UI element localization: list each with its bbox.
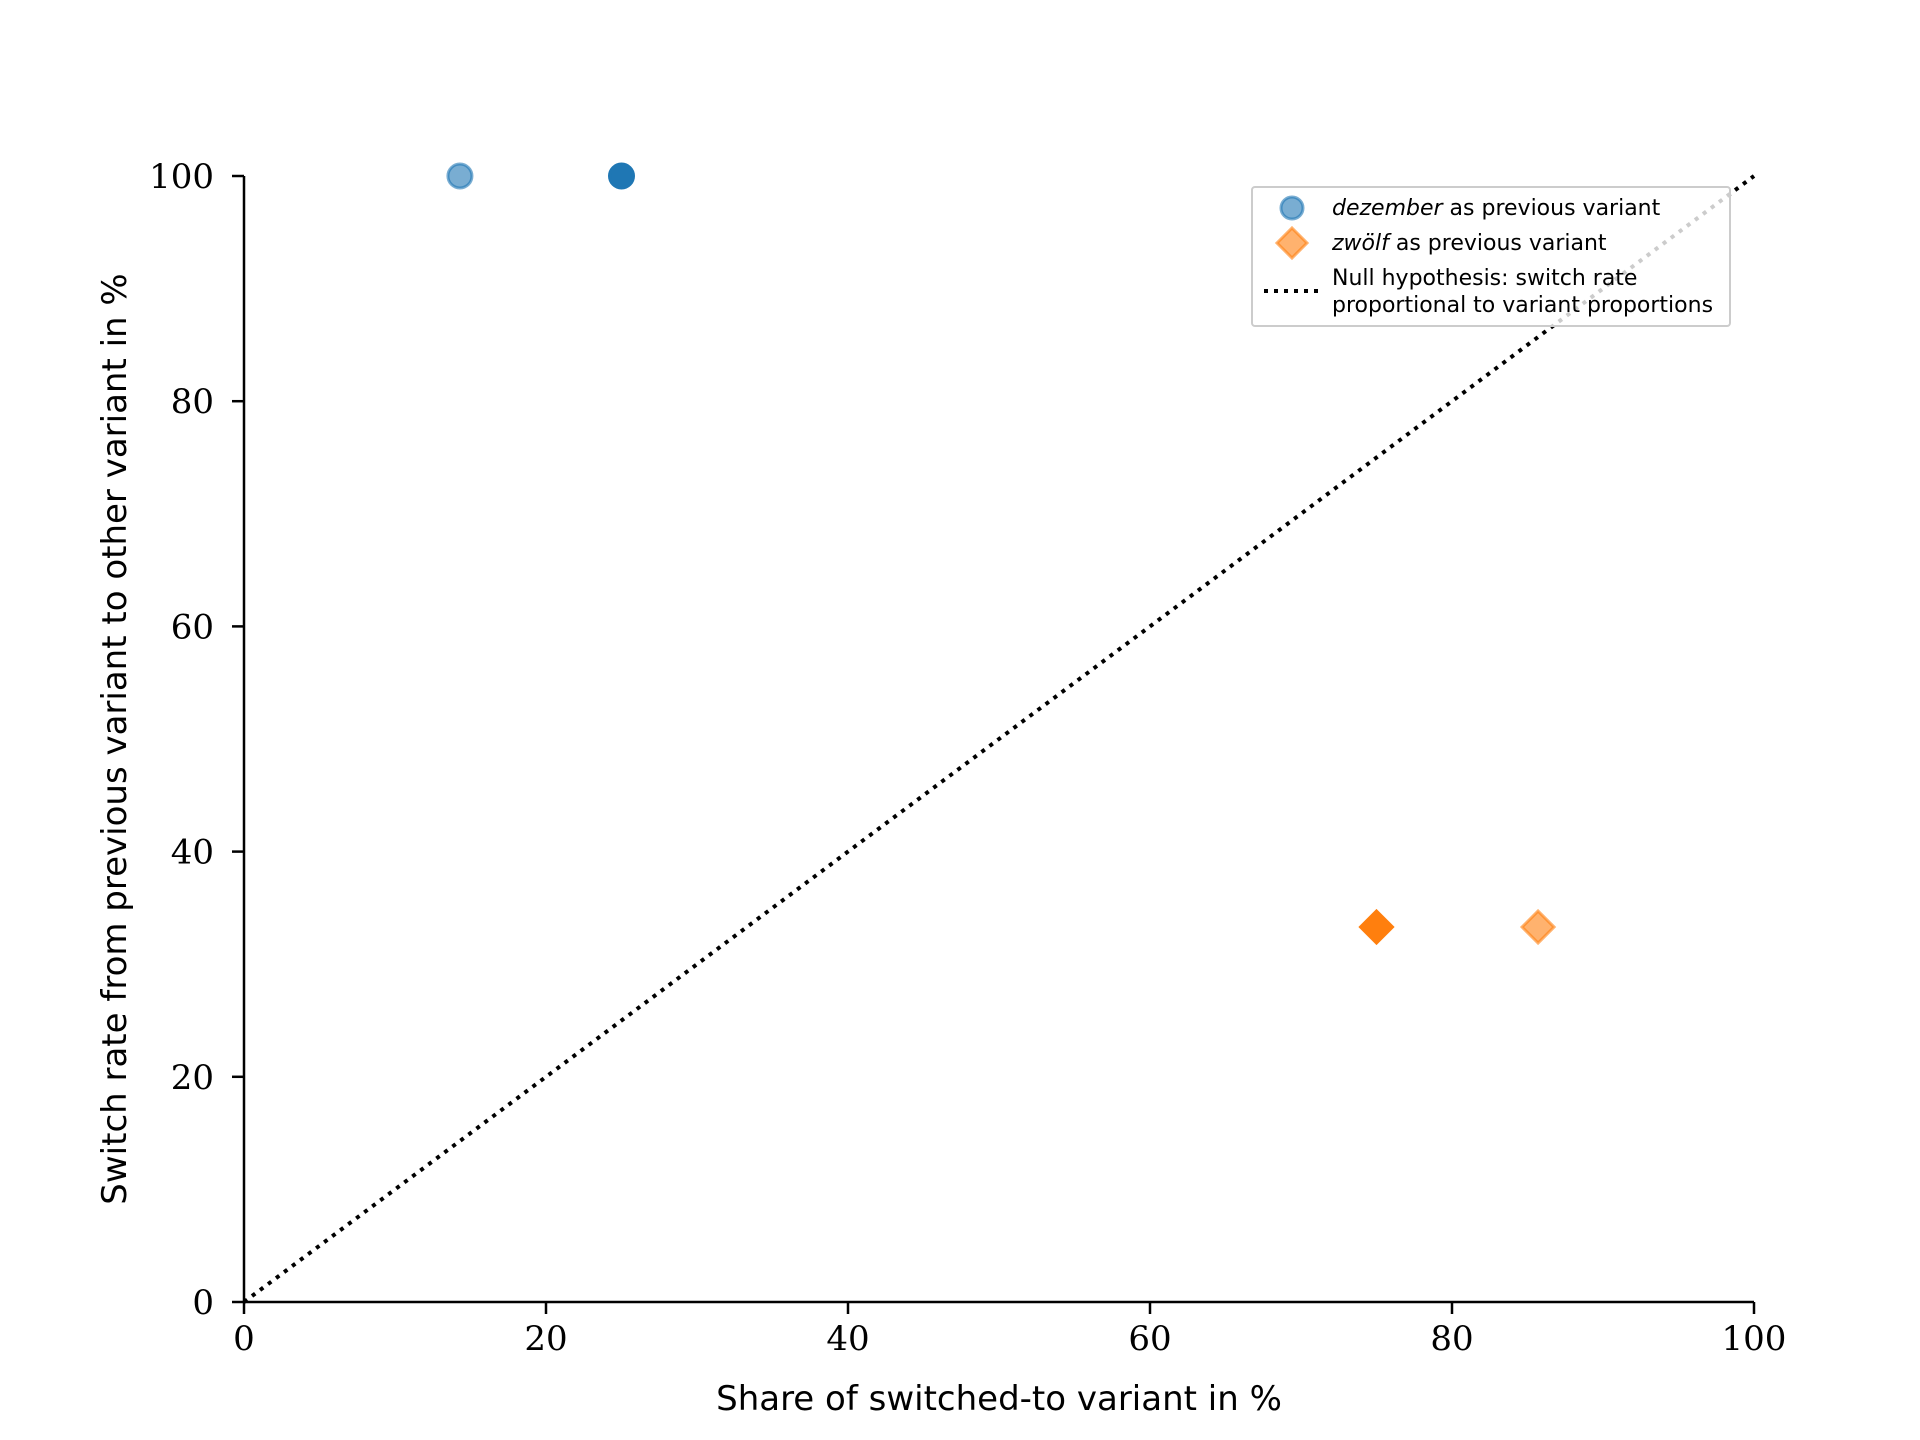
y-axis-label: Switch rate from previous variant to oth… <box>95 273 135 1204</box>
x-ticks: 0 20 40 60 80 100 <box>233 1302 1786 1359</box>
y-tick-label: 40 <box>171 833 214 873</box>
x-axis-label: Share of switched-to variant in % <box>716 1379 1282 1419</box>
legend-label-null-line1: Null hypothesis: switch rate <box>1332 266 1637 291</box>
y-tick-label: 80 <box>171 382 214 422</box>
legend-label-dezember-italic: dezember <box>1332 196 1445 221</box>
legend: dezember as previous variant zwölf as pr… <box>1251 186 1731 327</box>
x-tick-label: 100 <box>1722 1319 1787 1359</box>
legend-marker-circle <box>1279 195 1305 221</box>
plot-area <box>242 162 1756 1304</box>
null-hypothesis-line <box>242 174 1756 1304</box>
x-tick-label: 80 <box>1430 1319 1473 1359</box>
legend-label-zwoelf-italic: zwölf <box>1331 231 1392 256</box>
data-point-zwoelf <box>1358 908 1395 946</box>
legend-label-null-line2: proportional to variant proportions <box>1332 293 1713 318</box>
data-point-zwoelf <box>1519 908 1557 946</box>
legend-label-dezember: dezember as previous variant <box>1332 196 1661 221</box>
axes: 0 20 40 60 80 100 0 20 40 60 80 100 <box>149 157 1786 1359</box>
legend-label-dezember-rest: as previous variant <box>1443 196 1661 221</box>
data-point-dezember <box>608 162 635 190</box>
y-ticks: 0 20 40 60 80 100 <box>149 157 244 1323</box>
x-tick-label: 40 <box>826 1319 869 1359</box>
legend-label-zwoelf-rest: as previous variant <box>1389 231 1607 256</box>
legend-entry-null-hypothesis: Null hypothesis: switch rate proportiona… <box>1264 266 1713 318</box>
legend-label-zwoelf: zwölf as previous variant <box>1331 231 1607 256</box>
data-point-dezember <box>446 162 474 190</box>
y-tick-label: 100 <box>149 157 214 197</box>
y-tick-label: 60 <box>171 607 214 647</box>
legend-entry-dezember: dezember as previous variant <box>1279 195 1661 221</box>
x-tick-label: 0 <box>233 1319 255 1359</box>
y-tick-label: 20 <box>171 1058 214 1098</box>
legend-box <box>1251 186 1731 327</box>
legend-entry-zwoelf: zwölf as previous variant <box>1274 225 1607 261</box>
x-tick-label: 20 <box>524 1319 567 1359</box>
legend-marker-diamond <box>1274 225 1310 261</box>
y-tick-label: 0 <box>192 1283 214 1323</box>
x-tick-label: 60 <box>1128 1319 1171 1359</box>
